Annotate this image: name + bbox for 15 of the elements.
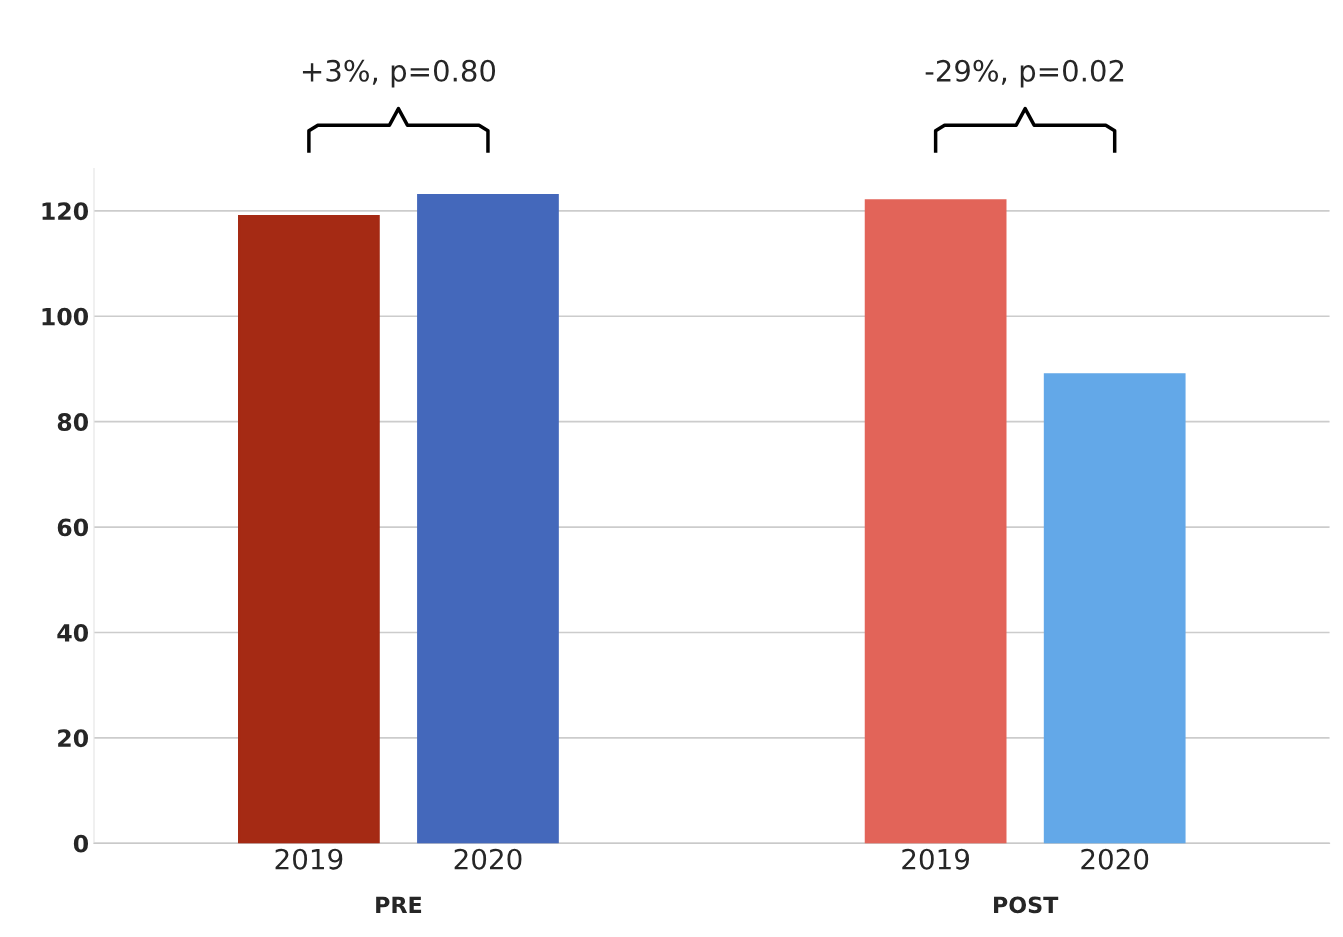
y-tick-label: 80 <box>57 413 89 431</box>
x-tick-label: 2020 <box>454 848 522 870</box>
text: -29%, p=0.02 <box>925 59 1124 88</box>
y-tick-label: 60 <box>57 518 89 537</box>
text: +3%, p=0.80 <box>302 59 496 88</box>
y-tick-label: 20 <box>58 729 89 748</box>
x-tick-label: 2019 <box>275 848 343 870</box>
y-tick-label: 0 <box>73 834 89 853</box>
y-tick-label: 100 <box>42 307 89 326</box>
y-tick-label: 40 <box>57 623 89 642</box>
text: POST <box>994 896 1059 914</box>
text: PRE <box>376 896 422 913</box>
x-tick-label: 2019 <box>902 848 970 870</box>
y-tick-label: 120 <box>42 202 89 221</box>
x-tick-label: 2020 <box>1081 848 1149 870</box>
